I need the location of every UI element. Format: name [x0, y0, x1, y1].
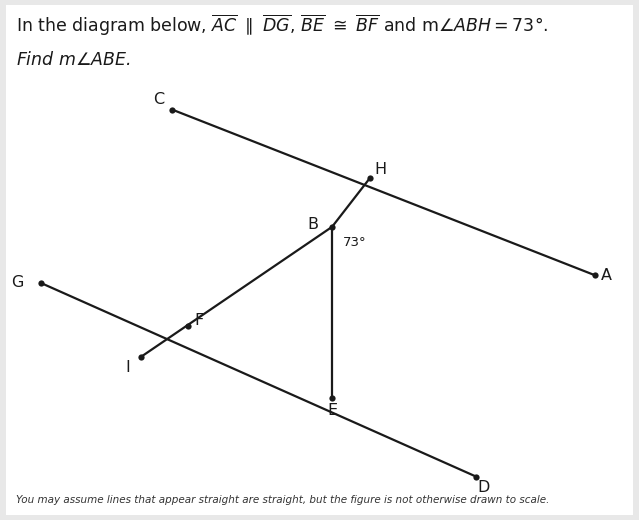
Text: I: I: [125, 359, 130, 374]
Text: E: E: [327, 403, 337, 418]
Text: C: C: [153, 92, 164, 107]
Text: Find m$\angle$ABE.: Find m$\angle$ABE.: [16, 51, 130, 69]
Text: F: F: [195, 313, 204, 328]
Text: You may assume lines that appear straight are straight, but the figure is not ot: You may assume lines that appear straigh…: [16, 495, 549, 504]
Text: B: B: [308, 217, 319, 232]
Text: H: H: [375, 162, 387, 177]
Text: 73°: 73°: [343, 236, 367, 249]
Text: In the diagram below, $\overline{AC}$ $\parallel$ $\overline{DG}$, $\overline{BE: In the diagram below, $\overline{AC}$ $\…: [16, 13, 548, 38]
Text: A: A: [601, 268, 612, 283]
Text: D: D: [477, 480, 489, 495]
Text: G: G: [11, 276, 23, 291]
